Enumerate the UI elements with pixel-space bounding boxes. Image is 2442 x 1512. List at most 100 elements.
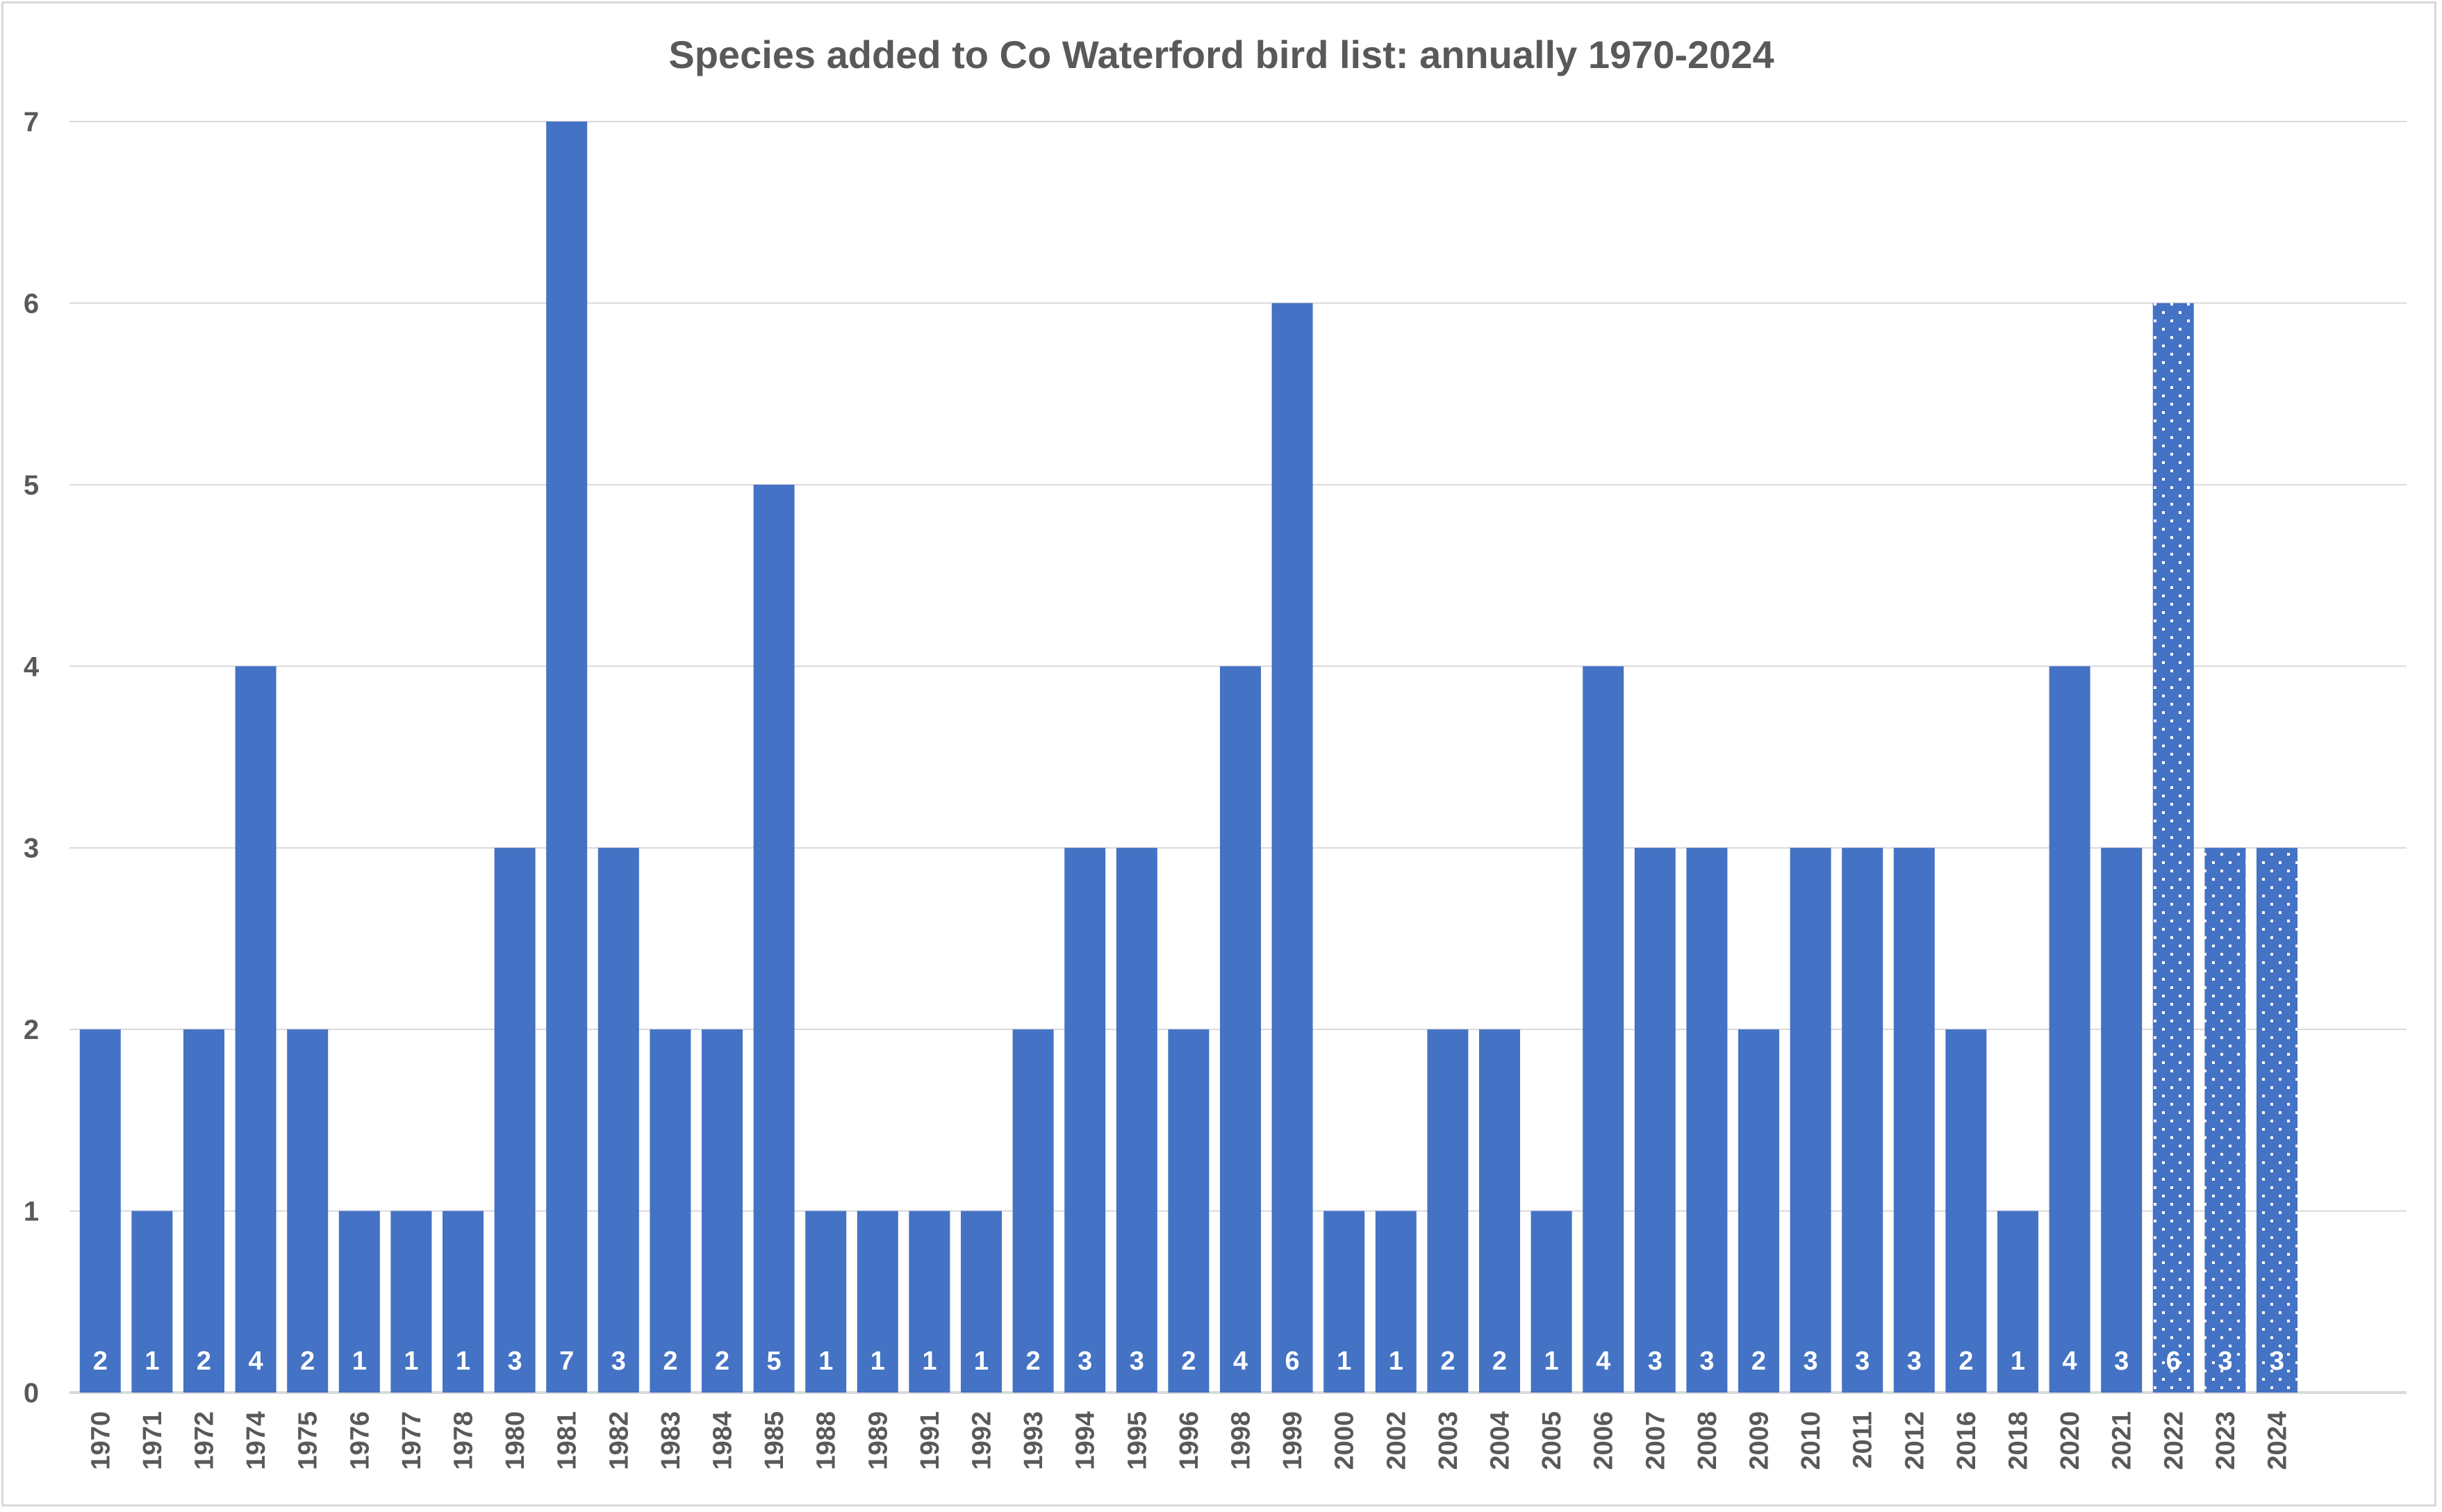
- x-tick-label: 1983: [657, 1411, 686, 1470]
- bar-2024: [2257, 847, 2297, 1393]
- x-tick-label: 1970: [86, 1411, 115, 1470]
- bar-2006: [1583, 666, 1624, 1393]
- data-label: 6: [1285, 1347, 1300, 1376]
- y-tick-label: 4: [24, 651, 40, 682]
- x-tick-label: 2021: [2108, 1411, 2137, 1470]
- bar-1992: [961, 1211, 1002, 1393]
- data-label: 6: [2166, 1347, 2181, 1376]
- bar-2005: [1531, 1211, 1572, 1393]
- data-label: 3: [2114, 1347, 2129, 1376]
- bar-1975: [287, 1029, 329, 1393]
- bar-2007: [1634, 847, 1676, 1393]
- data-label: 3: [1804, 1347, 1818, 1376]
- data-label: 2: [1181, 1347, 1196, 1376]
- x-tick-label: 2007: [1641, 1411, 1670, 1470]
- x-tick-label: 1994: [1071, 1411, 1100, 1470]
- bar-2009: [1738, 1029, 1779, 1393]
- y-tick-label: 6: [24, 288, 39, 319]
- bar-2010: [1790, 847, 1831, 1393]
- data-label: 3: [1078, 1347, 1092, 1376]
- x-tick-label: 1984: [709, 1411, 738, 1470]
- data-label: 3: [1855, 1347, 1870, 1376]
- data-label: 1: [145, 1347, 159, 1376]
- x-tick-label: 2010: [1797, 1411, 1826, 1470]
- data-label: 2: [1958, 1347, 1973, 1376]
- bar-2012: [1893, 847, 1935, 1393]
- x-tick-label: 1999: [1278, 1411, 1307, 1470]
- data-label: 2: [663, 1347, 677, 1376]
- bar-2004: [1479, 1029, 1520, 1393]
- bar-1977: [390, 1211, 432, 1393]
- data-label: 2: [1440, 1347, 1455, 1376]
- bar-1996: [1168, 1029, 1210, 1393]
- data-label: 3: [1130, 1347, 1144, 1376]
- bar-1972: [183, 1029, 224, 1393]
- y-tick-label: 1: [24, 1197, 39, 1227]
- bar-1978: [443, 1211, 484, 1393]
- y-tick-label: 2: [24, 1015, 39, 1045]
- bar-2023: [2204, 847, 2246, 1393]
- chart-title: Species added to Co Waterford bird list:…: [668, 33, 1774, 76]
- data-label: 1: [871, 1347, 885, 1376]
- bar-1983: [650, 1029, 691, 1393]
- x-tick-label: 2005: [1537, 1411, 1567, 1470]
- y-axis-ticks: 0 1 2 3 4 5 6 7: [24, 107, 40, 1409]
- bar-2016: [1945, 1029, 1987, 1393]
- x-tick-label: 1985: [760, 1411, 789, 1470]
- x-tick-label: 1977: [397, 1411, 427, 1470]
- x-tick-label: 2020: [2056, 1411, 2085, 1470]
- bar-1998: [1220, 666, 1261, 1393]
- y-tick-label: 5: [24, 470, 39, 501]
- x-tick-label: 2022: [2159, 1411, 2188, 1470]
- x-tick-label: 2003: [1434, 1411, 1463, 1470]
- data-label: 2: [715, 1347, 729, 1376]
- data-label: 1: [1337, 1347, 1351, 1376]
- data-label: 1: [974, 1347, 989, 1376]
- data-label: 1: [352, 1347, 367, 1376]
- x-tick-label: 2009: [1745, 1411, 1774, 1470]
- x-tick-label: 1975: [294, 1411, 323, 1470]
- x-tick-label: 1989: [864, 1411, 893, 1470]
- data-label: 3: [1648, 1347, 1663, 1376]
- x-tick-label: 2006: [1590, 1411, 1619, 1470]
- bar-2018: [1997, 1211, 2038, 1393]
- x-tick-label: 2000: [1330, 1411, 1360, 1470]
- data-label: 4: [2063, 1347, 2077, 1376]
- data-label: 2: [197, 1347, 211, 1376]
- x-tick-label: 1980: [501, 1411, 530, 1470]
- data-label: 2: [300, 1347, 315, 1376]
- data-label: 1: [922, 1347, 937, 1376]
- bar-2011: [1842, 847, 1883, 1393]
- data-label: 3: [2218, 1347, 2232, 1376]
- bar-2002: [1375, 1211, 1417, 1393]
- x-tick-label: 1998: [1227, 1411, 1256, 1470]
- data-label: 3: [611, 1347, 626, 1376]
- bar-2022: [2152, 303, 2194, 1393]
- x-tick-label: 1978: [449, 1411, 479, 1470]
- bar-2020: [2049, 666, 2090, 1393]
- data-label: 4: [1233, 1347, 1248, 1376]
- x-tick-label: 2008: [1693, 1411, 1722, 1470]
- x-tick-label: 2018: [2004, 1411, 2033, 1470]
- bar-1976: [338, 1211, 380, 1393]
- bar-1995: [1116, 847, 1157, 1393]
- x-tick-label: 1995: [1123, 1411, 1152, 1470]
- bar-1991: [909, 1211, 950, 1393]
- bar-1974: [235, 666, 277, 1393]
- x-tick-label: 2002: [1382, 1411, 1411, 1470]
- bar-1970: [79, 1029, 121, 1393]
- x-tick-label: 1982: [604, 1411, 634, 1470]
- x-tick-label: 1988: [812, 1411, 841, 1470]
- data-label: 2: [1492, 1347, 1507, 1376]
- bar-2003: [1427, 1029, 1469, 1393]
- x-tick-label: 1993: [1019, 1411, 1048, 1470]
- x-tick-label: 2024: [2263, 1411, 2293, 1470]
- data-label: 4: [249, 1347, 263, 1376]
- data-label: 2: [1026, 1347, 1041, 1376]
- bar-1984: [702, 1029, 743, 1393]
- data-label: 1: [818, 1347, 833, 1376]
- data-label: 1: [1544, 1347, 1559, 1376]
- bar-1993: [1012, 1029, 1054, 1393]
